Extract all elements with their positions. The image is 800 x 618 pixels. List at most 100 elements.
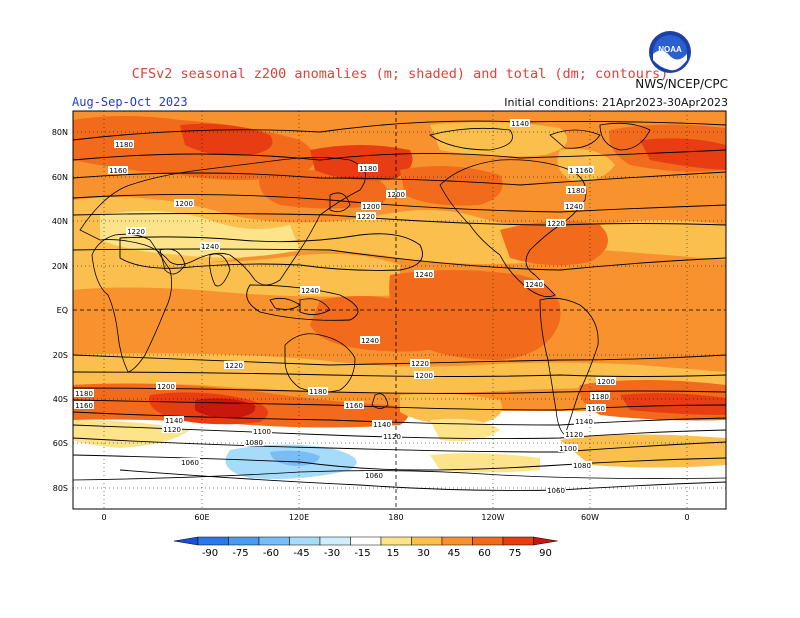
logo-text: NOAA bbox=[658, 45, 682, 54]
colorbar-label: 30 bbox=[417, 548, 430, 559]
contour-label: 1060 bbox=[365, 472, 383, 480]
contour-label: 1220 bbox=[411, 360, 429, 368]
colorbar-swatch bbox=[380, 536, 412, 546]
contour-label-bg bbox=[564, 202, 584, 210]
contour-label-bg bbox=[164, 416, 184, 424]
contour-label-bg bbox=[180, 458, 200, 466]
lon-label: 180 bbox=[388, 513, 403, 522]
contour-label-bg bbox=[252, 427, 272, 435]
colorbar-swatch bbox=[441, 536, 473, 546]
colorbar-swatch bbox=[411, 536, 443, 546]
lat-label: 60N bbox=[52, 173, 68, 182]
lat-label: 80S bbox=[53, 484, 68, 493]
grid-lines bbox=[73, 111, 726, 509]
coastlines bbox=[73, 122, 726, 481]
contour-label: 1120 bbox=[383, 433, 401, 441]
height-contours bbox=[73, 120, 726, 491]
contour-label: 1220 bbox=[357, 213, 375, 221]
colorbar-swatch bbox=[533, 536, 558, 546]
contour-label: 1060 bbox=[547, 487, 565, 495]
equator-dateline bbox=[73, 111, 726, 509]
colorbar-label: 45 bbox=[448, 548, 461, 559]
colorbar-swatch bbox=[258, 536, 290, 546]
lat-label: 40S bbox=[53, 395, 68, 404]
colorbar-swatch bbox=[228, 536, 260, 546]
contour-label: 1240 bbox=[201, 243, 219, 251]
contour-label: 1180 bbox=[567, 187, 585, 195]
contour-label-bg bbox=[126, 227, 146, 235]
contour-label-bg bbox=[358, 164, 378, 172]
noaa-logo: NOAA bbox=[649, 31, 691, 73]
contour-label: 1160 bbox=[109, 167, 127, 175]
lon-label: 120E bbox=[289, 513, 309, 522]
contour-label-bg bbox=[414, 270, 434, 278]
contour-label: 1180 bbox=[591, 393, 609, 401]
contour-label-bg bbox=[364, 471, 384, 479]
contour-label: 1140 bbox=[575, 418, 593, 426]
contour-label: 1100 bbox=[559, 445, 577, 453]
contour-label-bg bbox=[244, 438, 264, 446]
colorbar-swatch bbox=[197, 536, 229, 546]
colorbar-swatch bbox=[502, 536, 534, 546]
figure-title: CFSv2 seasonal z200 anomalies (m; shaded… bbox=[131, 66, 669, 82]
lon-label: 60E bbox=[194, 513, 209, 522]
lon-label: 0 bbox=[684, 513, 689, 522]
initial-conditions-label: Initial conditions: 21Apr2023-30Apr2023 bbox=[504, 96, 728, 109]
contour-label-bg bbox=[308, 387, 328, 395]
contour-label: 1220 bbox=[225, 362, 243, 370]
lat-label: 60S bbox=[53, 439, 68, 448]
lon-label: 0 bbox=[101, 513, 106, 522]
contour-label-bg bbox=[382, 432, 402, 440]
contour-label: 1180 bbox=[309, 388, 327, 396]
anomaly-shading bbox=[73, 111, 726, 509]
contour-label-bg bbox=[162, 425, 182, 433]
colorbar-swatch bbox=[472, 536, 504, 546]
contour-label: 1200 bbox=[415, 372, 433, 380]
contour-label-bg bbox=[414, 371, 434, 379]
contour-label-bg bbox=[200, 242, 220, 250]
contour-label: 1240 bbox=[525, 281, 543, 289]
contour-label: 1140 bbox=[373, 421, 391, 429]
colorbar-label: 90 bbox=[539, 548, 552, 559]
contour-label: 1140 bbox=[165, 417, 183, 425]
contour-label-bg bbox=[564, 430, 584, 438]
contour-label: 1160 bbox=[75, 402, 93, 410]
contour-label-bg bbox=[410, 359, 430, 367]
contour-label-bg bbox=[344, 401, 364, 409]
contour-label: 1200 bbox=[362, 203, 380, 211]
contour-label-bg bbox=[546, 486, 566, 494]
contour-label-bg bbox=[546, 219, 566, 227]
contour-label: 1240 bbox=[565, 203, 583, 211]
agency-label: NWS/NCEP/CPC bbox=[635, 77, 728, 91]
colorbar-label: -60 bbox=[263, 548, 279, 559]
contour-label-bg bbox=[108, 166, 128, 174]
contour-label-bg bbox=[174, 199, 194, 207]
contour-label: 1100 bbox=[253, 428, 271, 436]
contour-label-bg bbox=[361, 202, 381, 210]
lat-label: 40N bbox=[52, 217, 68, 226]
map-frame bbox=[72, 110, 727, 510]
contour-label-bg bbox=[524, 280, 544, 288]
colorbar-label: 15 bbox=[387, 548, 400, 559]
lat-label: 80N bbox=[52, 128, 68, 137]
colorbar-swatch bbox=[350, 536, 382, 546]
contour-label-bg bbox=[590, 392, 610, 400]
contour-label-bg bbox=[574, 417, 594, 425]
contour-label-bg bbox=[510, 119, 530, 127]
contour-label-bg bbox=[574, 166, 594, 174]
longitude-labels: 0 60E 120E 180 120W 60W 0 bbox=[101, 513, 689, 522]
contour-label: 1060 bbox=[181, 459, 199, 467]
lat-label: 20N bbox=[52, 262, 68, 271]
contour-label-bg bbox=[360, 336, 380, 344]
contour-label-bg bbox=[558, 444, 578, 452]
contour-label: 1140 bbox=[511, 120, 529, 128]
contour-label-bg bbox=[572, 461, 592, 469]
contour-label: 1200 bbox=[597, 378, 615, 386]
contour-label: 1220 bbox=[547, 220, 565, 228]
colorbar-label: 75 bbox=[509, 548, 522, 559]
contour-label: 1120 bbox=[163, 426, 181, 434]
contour-label: 1240 bbox=[361, 337, 379, 345]
colorbar-swatch bbox=[173, 536, 199, 546]
contour-label-bg bbox=[586, 404, 606, 412]
colorbar-label: -75 bbox=[232, 548, 248, 559]
